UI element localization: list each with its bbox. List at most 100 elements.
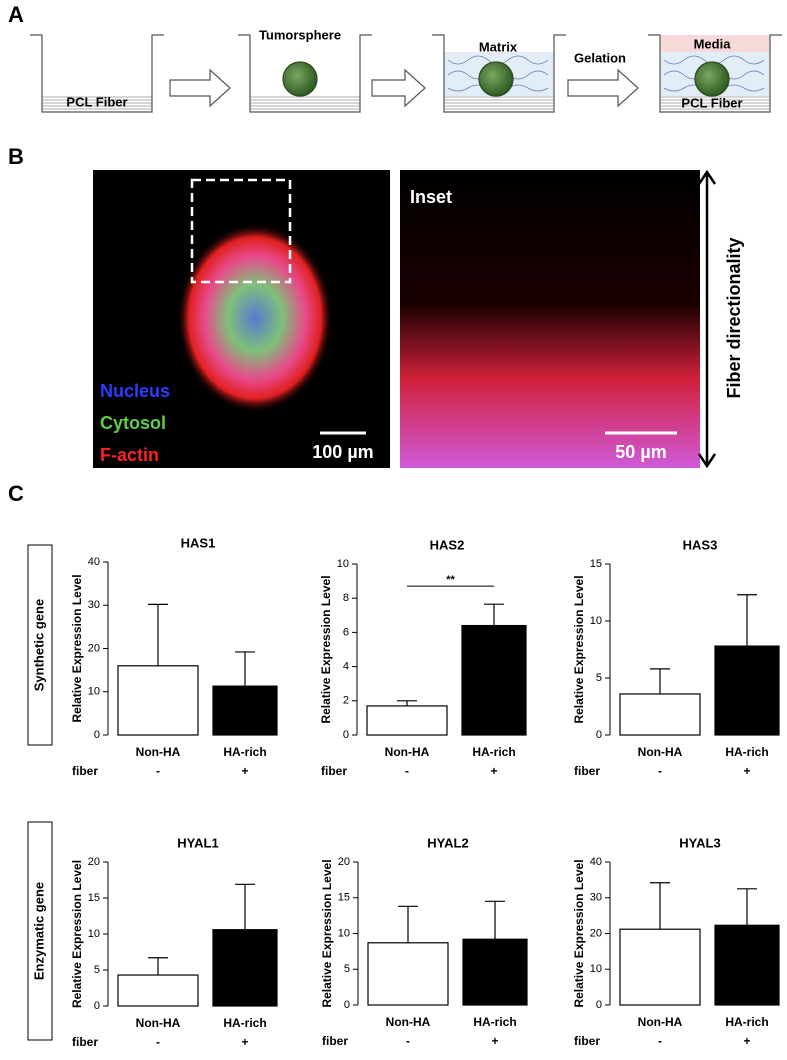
y-axis-label: Relative Expression Level [319,575,333,723]
y-axis-label: Relative Expression Level [572,859,586,1007]
bar [619,928,701,1006]
y-axis-label: Relative Expression Level [70,860,84,1008]
y-tick-label: 10 [337,558,349,570]
y-tick-label: 40 [590,856,602,868]
x-tick-label: HA-rich [223,745,266,759]
scale-bar-label: 50 µm [615,442,666,462]
bar [462,938,528,1006]
chart-title: HAS1 [181,535,216,550]
chart-title: HYAL2 [427,835,468,850]
y-tick-label: 0 [596,729,602,741]
x-sub-title: fiber [322,1034,348,1048]
y-tick-label: 0 [596,999,602,1011]
y-tick-label: 0 [344,999,350,1011]
y-tick-label: 5 [596,672,602,684]
x-tick-label: Non-HA [136,745,181,759]
chart-title: HAS3 [683,537,718,552]
inset-label: Inset [410,187,452,207]
x-tick-label: HA-rich [473,1015,516,1029]
y-tick-label: 30 [88,599,100,611]
y-tick-label: 15 [590,558,602,570]
bar [117,665,199,736]
x-sub-label: + [241,764,248,778]
y-tick-label: 30 [590,892,602,904]
bar [117,974,199,1007]
x-sub-label: + [241,1035,248,1049]
x-tick-label: HA-rich [472,745,515,759]
y-tick-label: 5 [344,963,350,975]
y-tick-label: 0 [343,729,349,741]
schematic-label: Gelation [574,50,626,65]
x-sub-label: - [658,764,662,778]
row-label: Synthetic gene [31,599,46,691]
chart-title: HAS2 [430,537,465,552]
y-tick-label: 15 [338,892,350,904]
y-tick-label: 10 [590,615,602,627]
y-tick-label: 0 [94,729,100,741]
legend-label: F-actin [100,445,159,465]
y-tick-label: 10 [338,927,350,939]
schematic [30,34,782,113]
y-tick-label: 20 [88,856,100,868]
x-sub-label: - [406,1034,410,1048]
x-tick-label: Non-HA [638,1015,683,1029]
y-tick-label: 20 [88,642,100,654]
schematic-label: PCL Fiber [66,94,127,109]
y-tick-label: 15 [88,892,100,904]
x-sub-label: - [156,1035,160,1049]
micrograph [93,169,717,469]
row-label: Enzymatic gene [31,882,46,980]
bar [367,942,449,1006]
chart-title: HYAL3 [679,835,720,850]
x-sub-label: - [156,764,160,778]
bar [714,924,780,1006]
x-sub-label: + [743,1034,750,1048]
x-sub-label: + [490,764,497,778]
panel-label: A [8,2,24,27]
y-tick-label: 20 [338,856,350,868]
y-axis-label: Relative Expression Level [320,859,334,1007]
bar [619,693,701,736]
x-sub-title: fiber [72,764,98,778]
schematic-label: Media [694,36,732,51]
panel-label: C [8,481,24,506]
schematic-label: Matrix [479,39,518,54]
y-tick-label: 5 [94,964,100,976]
schematic-label: Tumorsphere [259,27,341,42]
direction-label: Fiber directionality [724,237,744,398]
y-tick-label: 20 [590,927,602,939]
x-tick-label: HA-rich [725,1015,768,1029]
y-tick-label: 10 [88,686,100,698]
row-label-box [27,544,53,746]
significance-label: ** [446,574,455,586]
x-sub-title: fiber [574,1034,600,1048]
y-tick-label: 0 [94,1000,100,1012]
legend-label: Cytosol [100,413,166,433]
x-tick-label: HA-rich [223,1016,266,1030]
y-tick-label: 10 [590,963,602,975]
row-label-box [27,821,53,1041]
x-tick-label: Non-HA [386,1015,431,1029]
y-tick-label: 10 [88,928,100,940]
y-tick-label: 2 [343,695,349,707]
bar [212,929,278,1007]
x-sub-label: - [405,764,409,778]
legend-label: Nucleus [100,381,170,401]
scale-bar-label: 100 µm [312,442,373,462]
x-sub-title: fiber [574,764,600,778]
x-sub-label: + [743,764,750,778]
bar [714,645,780,736]
bar [366,705,448,736]
y-tick-label: 4 [343,661,349,673]
y-tick-label: 40 [88,556,100,568]
x-tick-label: Non-HA [385,745,430,759]
x-tick-label: Non-HA [136,1016,181,1030]
y-tick-label: 6 [343,626,349,638]
x-sub-title: fiber [321,764,347,778]
chart-title: HYAL1 [177,835,218,850]
y-axis-label: Relative Expression Level [572,575,586,723]
x-sub-label: - [658,1034,662,1048]
x-sub-title: fiber [72,1035,98,1049]
x-sub-label: + [491,1034,498,1048]
